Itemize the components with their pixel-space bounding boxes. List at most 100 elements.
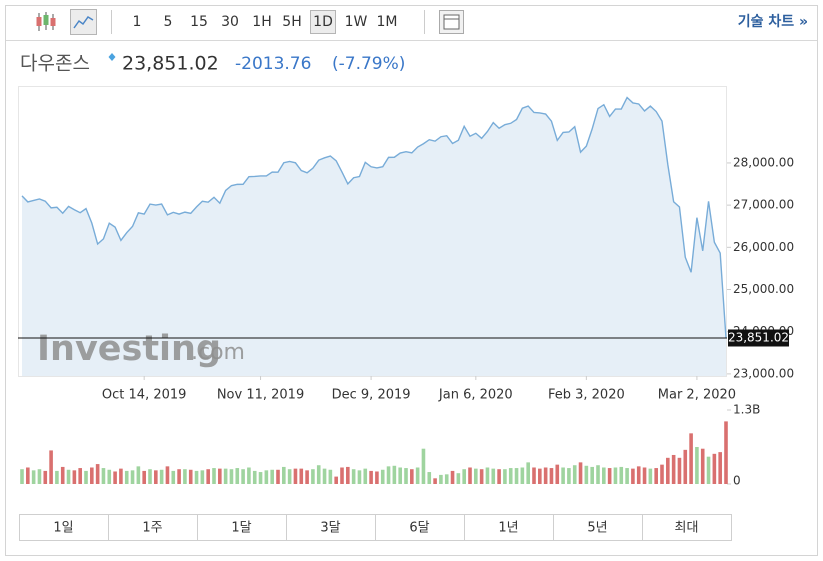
- range-label[interactable]: 최대: [675, 521, 699, 536]
- range-button-box[interactable]: [19, 514, 109, 541]
- current-price-badge: [728, 329, 789, 347]
- volume-bar: [258, 472, 263, 484]
- volume-bar: [555, 464, 560, 484]
- range-label[interactable]: 1일: [53, 521, 73, 536]
- volume-bar: [107, 469, 112, 484]
- interval-label[interactable]: 1M: [377, 14, 398, 30]
- active-interval-box[interactable]: [310, 10, 336, 34]
- instrument-name: 다우존스: [20, 53, 90, 75]
- volume-bar: [648, 468, 653, 484]
- volume-bar: [631, 468, 635, 484]
- range-button[interactable]: 1주: [108, 514, 198, 541]
- interval-button[interactable]: 15: [190, 14, 208, 30]
- volume-bar: [351, 469, 356, 484]
- volume-bar: [607, 468, 612, 484]
- interval-button[interactable]: 1: [133, 14, 142, 30]
- interval-button[interactable]: 1W: [345, 14, 368, 30]
- y-tick-label: 28,000.00: [733, 155, 794, 169]
- volume-bar: [543, 467, 548, 484]
- range-label[interactable]: 3달: [320, 521, 340, 536]
- volume-bar: [683, 449, 688, 484]
- volume-bar: [293, 468, 298, 484]
- range-button[interactable]: 6달: [375, 514, 465, 541]
- volume-bar: [357, 470, 362, 484]
- range-button[interactable]: 3달: [286, 514, 376, 541]
- x-tick-label: Jan 6, 2020: [438, 388, 513, 403]
- range-button-box[interactable]: [642, 514, 732, 541]
- range-label[interactable]: 5년: [587, 521, 607, 536]
- volume-bar: [264, 470, 269, 484]
- range-button-box[interactable]: [553, 514, 643, 541]
- interval-label[interactable]: 1: [133, 14, 142, 30]
- layout-button[interactable]: [439, 10, 464, 34]
- volume-bar: [369, 470, 373, 484]
- interval-label[interactable]: 5: [164, 14, 173, 30]
- volume-bar: [695, 447, 699, 484]
- x-tick-label: Feb 3, 2020: [548, 388, 625, 403]
- range-button[interactable]: 1달: [197, 514, 287, 541]
- volume-bar: [718, 452, 722, 484]
- interval-button[interactable]: 1M: [377, 14, 398, 30]
- volume-bar: [148, 469, 152, 484]
- volume-bar: [200, 470, 205, 484]
- volume-bar: [328, 469, 333, 484]
- technical-chart-link[interactable]: 기술 차트 »: [738, 14, 808, 30]
- interval-label[interactable]: 1W: [345, 14, 368, 30]
- volume-bar: [241, 469, 245, 484]
- candle-chart-button[interactable]: [36, 12, 56, 31]
- volume-bar: [508, 468, 513, 484]
- range-label[interactable]: 1주: [142, 521, 162, 536]
- interval-label[interactable]: 30: [221, 14, 239, 30]
- y-tick-label: 27,000.00: [733, 198, 794, 212]
- range-button[interactable]: 1일: [19, 514, 109, 541]
- volume-bar: [479, 469, 484, 484]
- volume-bar: [305, 470, 309, 484]
- x-tick-label: Nov 11, 2019: [217, 388, 304, 403]
- range-label[interactable]: 1년: [498, 521, 518, 536]
- interval-label[interactable]: 5H: [282, 14, 301, 30]
- range-button-box[interactable]: [197, 514, 287, 541]
- range-bar: 1일 1주 1달 3달 6달 1년 5년 최대: [19, 514, 732, 541]
- volume-bar: [706, 456, 711, 484]
- range-button[interactable]: 최대: [642, 514, 732, 541]
- interval-button[interactable]: 5: [164, 14, 173, 30]
- range-label[interactable]: 1달: [231, 521, 251, 536]
- volume-bar: [206, 469, 210, 484]
- y-tick-label: 26,000.00: [733, 240, 794, 254]
- volume-bar: [299, 468, 304, 484]
- volume-bar: [514, 468, 519, 484]
- range-button-box[interactable]: [464, 514, 554, 541]
- range-label[interactable]: 6달: [409, 521, 429, 536]
- range-button-box[interactable]: [108, 514, 198, 541]
- interval-button[interactable]: 5H: [282, 14, 301, 30]
- interval-button[interactable]: 1D: [310, 10, 336, 34]
- volume-bar: [183, 469, 187, 484]
- volume-bar: [101, 468, 106, 484]
- volume-bar: [316, 465, 321, 484]
- interval-label[interactable]: 1D: [313, 14, 333, 30]
- range-button-box[interactable]: [375, 514, 465, 541]
- watermark-domain: .com: [191, 340, 245, 365]
- interval-button[interactable]: 1H: [252, 14, 271, 30]
- range-button[interactable]: 1년: [464, 514, 554, 541]
- last-price: 23,851.02: [122, 53, 219, 75]
- interval-label[interactable]: 15: [190, 14, 208, 30]
- current-price-label: 23,851.02: [728, 330, 789, 344]
- volume-bar: [642, 467, 647, 484]
- line-chart-button[interactable]: [70, 9, 97, 35]
- volume-bar: [660, 464, 664, 484]
- volume-bar: [212, 468, 216, 484]
- volume-bar: [322, 468, 327, 484]
- volume-bar: [154, 470, 158, 484]
- range-button[interactable]: 5년: [553, 514, 643, 541]
- interval-label[interactable]: 1H: [252, 14, 271, 30]
- volume-bar: [380, 469, 385, 484]
- volume-bar: [700, 448, 705, 484]
- volume-bar: [235, 468, 240, 484]
- volume-bar: [142, 470, 146, 484]
- volume-bar: [671, 454, 676, 484]
- price-area: [22, 97, 726, 376]
- interval-button[interactable]: 30: [221, 14, 239, 30]
- y-tick-label: 23,000.00: [733, 366, 794, 380]
- volume-bar: [456, 473, 461, 484]
